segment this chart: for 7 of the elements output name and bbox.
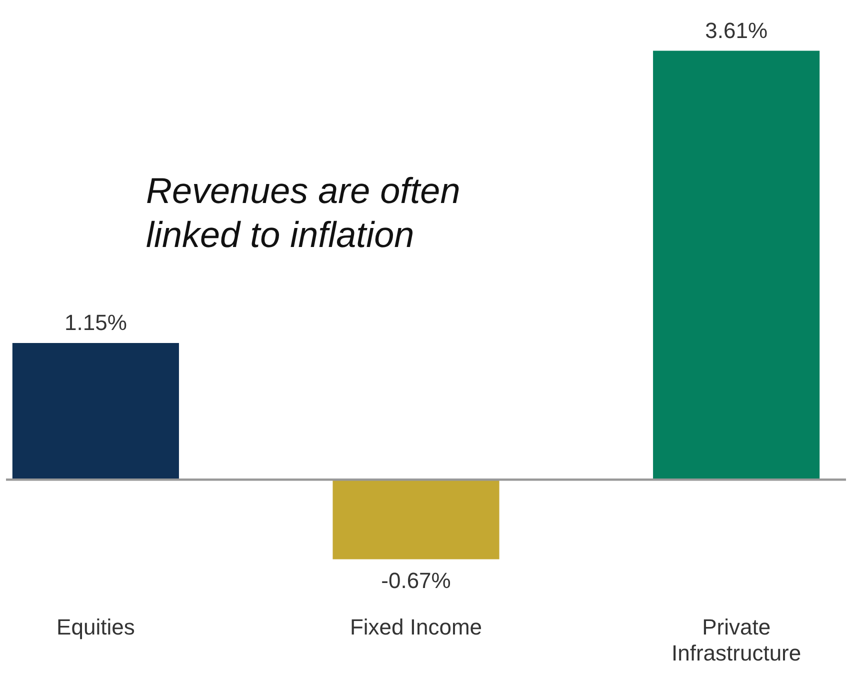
x-tick-label: Equities (56, 614, 135, 640)
x-tick-label: Private Infrastructure (672, 614, 802, 666)
data-label: 1.15% (64, 310, 127, 336)
data-label: -0.67% (381, 568, 451, 594)
annotation: Revenues are often linked to inflation (146, 170, 460, 255)
x-tick-label: Fixed Income (350, 614, 482, 640)
data-label: 3.61% (705, 18, 768, 43)
